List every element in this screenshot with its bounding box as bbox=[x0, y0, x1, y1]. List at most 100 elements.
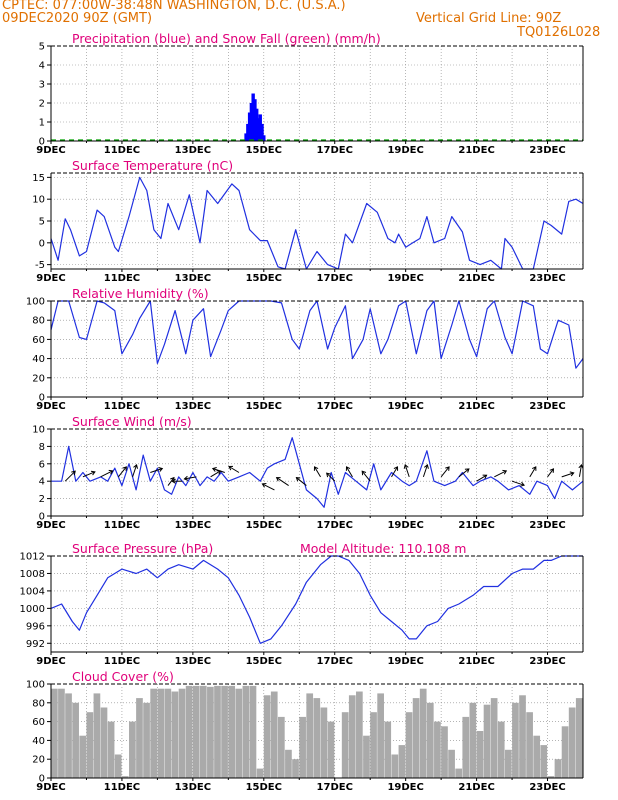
wind-vector bbox=[150, 468, 163, 473]
y-tick-label: 996 bbox=[26, 621, 45, 632]
x-tick-label: 19DEC bbox=[387, 782, 423, 793]
wind-vector bbox=[82, 471, 96, 478]
cloud-bar bbox=[377, 693, 384, 778]
y-tick-label: 2 bbox=[39, 494, 45, 505]
x-tick-label: 23DEC bbox=[529, 401, 565, 412]
cloud-bar bbox=[270, 691, 278, 778]
cloud-bar bbox=[214, 685, 221, 778]
x-tick-label: 17DEC bbox=[317, 656, 353, 667]
y-tick-label: 40 bbox=[32, 354, 45, 365]
wind-vector-head bbox=[313, 466, 319, 471]
wind-vector-head bbox=[183, 475, 189, 481]
wind-vector-head bbox=[520, 481, 525, 487]
cloud-bar bbox=[313, 698, 321, 778]
cloud-bar bbox=[157, 688, 165, 778]
x-tick-label: 15DEC bbox=[246, 145, 282, 156]
cloud-bar bbox=[426, 702, 434, 778]
precip-bar bbox=[246, 123, 250, 141]
cloud-bar bbox=[561, 726, 569, 778]
cloud-bar bbox=[136, 698, 143, 778]
wind-vector-head bbox=[393, 466, 399, 471]
x-tick-label: 23DEC bbox=[529, 273, 565, 284]
cloud-bar bbox=[391, 754, 399, 778]
panel-title: Surface Wind (m/s) bbox=[72, 414, 192, 429]
wind-vector bbox=[210, 470, 221, 478]
x-tick-label: 9DEC bbox=[36, 145, 65, 156]
wind-vector bbox=[167, 477, 175, 486]
wind-vector-head bbox=[345, 466, 351, 471]
panel-title: Cloud Cover (%) bbox=[72, 669, 174, 684]
precip-bar bbox=[253, 99, 257, 141]
precip-bar bbox=[258, 114, 262, 141]
wind-vector-head bbox=[295, 477, 301, 482]
panel-4 bbox=[47, 428, 584, 519]
wind-vector bbox=[212, 468, 225, 473]
x-tick-label: 13DEC bbox=[175, 145, 211, 156]
cloud-bar bbox=[58, 688, 65, 778]
cloud-bar bbox=[363, 735, 370, 778]
cloud-bar bbox=[476, 731, 484, 778]
cloud-bar bbox=[228, 685, 236, 778]
y-tick-label: 15 bbox=[32, 173, 45, 184]
cloud-bar bbox=[299, 716, 306, 778]
wind-vector-head bbox=[502, 469, 508, 475]
wind-vector bbox=[361, 470, 371, 482]
wind-vector-head bbox=[482, 474, 488, 480]
precip-bar bbox=[247, 112, 252, 141]
cloud-bar bbox=[235, 688, 243, 778]
cloud-bar bbox=[568, 707, 576, 778]
cloud-bar bbox=[207, 686, 214, 778]
cloud-bar bbox=[192, 685, 200, 778]
x-tick-label: 9DEC bbox=[36, 782, 65, 793]
cloud-bar bbox=[455, 768, 463, 778]
y-tick-label: 1 bbox=[39, 118, 45, 129]
y-tick-label: 100 bbox=[26, 680, 45, 691]
panel-2 bbox=[47, 172, 584, 272]
x-tick-label: 13DEC bbox=[175, 520, 211, 531]
cloud-bar bbox=[285, 749, 292, 778]
precip-bar bbox=[262, 135, 266, 141]
wind-vector-head bbox=[445, 466, 450, 471]
header-location: CPTEC: 077:00W-38:48N WASHINGTON, D.C. (… bbox=[2, 0, 346, 13]
y-tick-label: 0 bbox=[39, 774, 45, 785]
cloud-bar bbox=[150, 688, 157, 778]
wind-vector bbox=[547, 468, 554, 478]
cloud-bar bbox=[114, 754, 122, 778]
precip-bar bbox=[249, 103, 254, 141]
x-tick-label: 19DEC bbox=[387, 401, 423, 412]
wind-vector bbox=[404, 464, 410, 478]
cloud-bar bbox=[199, 685, 207, 778]
panel-title: Precipitation (blue) and Snow Fall (gree… bbox=[72, 31, 381, 46]
x-tick-label: 21DEC bbox=[458, 145, 494, 156]
wind-vector-head bbox=[71, 470, 76, 476]
series-line bbox=[50, 176, 584, 270]
cloud-bar bbox=[497, 721, 505, 778]
y-tick-label: 80 bbox=[32, 698, 45, 709]
cloud-bar bbox=[242, 685, 250, 778]
x-tick-label: 15DEC bbox=[246, 520, 282, 531]
cloud-bar bbox=[341, 712, 349, 778]
wind-vector bbox=[132, 464, 138, 478]
x-tick-label: 13DEC bbox=[175, 782, 211, 793]
x-tick-label: 17DEC bbox=[317, 401, 353, 412]
precip-bar bbox=[244, 133, 248, 141]
x-tick-label: 23DEC bbox=[529, 520, 565, 531]
x-tick-label: 21DEC bbox=[458, 401, 494, 412]
cloud-bar bbox=[320, 707, 328, 778]
wind-vector bbox=[100, 470, 113, 478]
x-tick-label: 17DEC bbox=[317, 273, 353, 284]
x-tick-label: 21DEC bbox=[458, 782, 494, 793]
wind-vector-head bbox=[158, 467, 164, 472]
y-tick-label: 40 bbox=[32, 736, 45, 747]
y-tick-label: 60 bbox=[32, 335, 45, 346]
x-tick-label: 9DEC bbox=[36, 273, 65, 284]
y-tick-label: 4 bbox=[39, 61, 45, 72]
x-tick-label: 11DEC bbox=[104, 273, 140, 284]
cloud-bar bbox=[490, 698, 498, 778]
x-tick-label: 9DEC bbox=[36, 401, 65, 412]
cloud-bar bbox=[79, 735, 87, 778]
wind-vector bbox=[296, 477, 307, 486]
cloud-bar bbox=[263, 695, 271, 778]
x-tick-label: 19DEC bbox=[387, 656, 423, 667]
